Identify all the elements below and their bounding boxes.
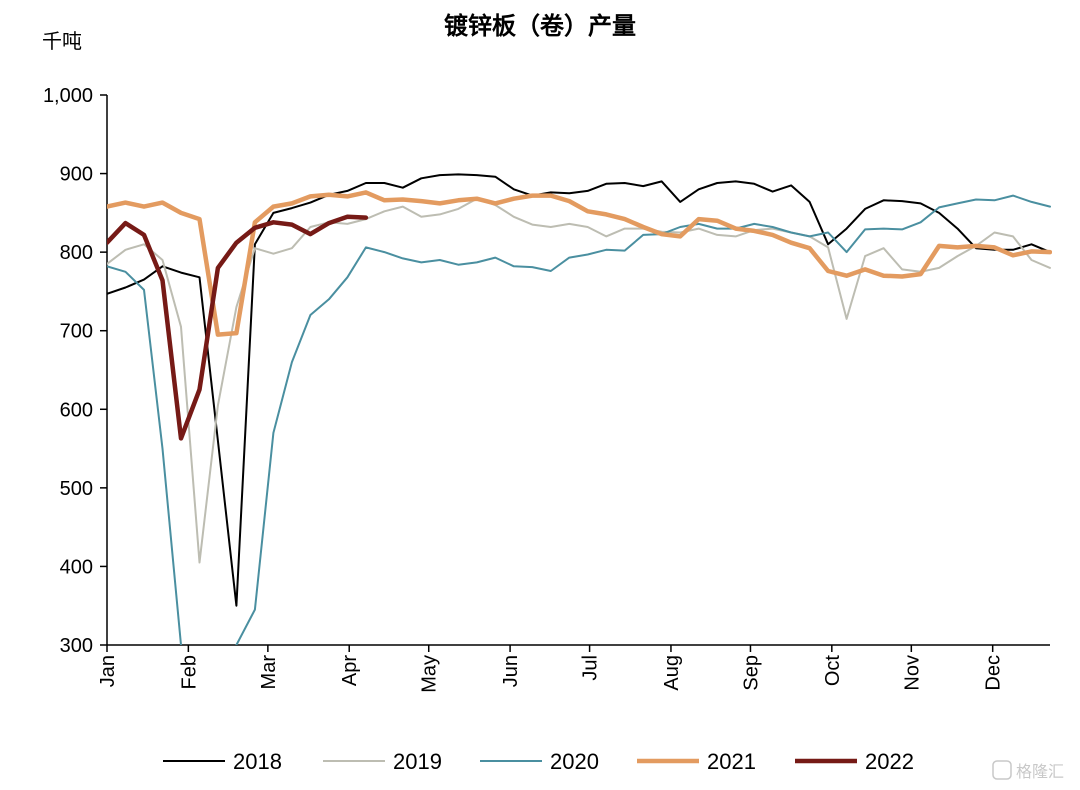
x-tick-label: Nov <box>901 655 923 691</box>
y-tick-label: 300 <box>60 635 93 657</box>
series-line-2018 <box>107 173 1051 607</box>
y-tick-label: 700 <box>60 321 93 343</box>
legend-label-2019: 2019 <box>393 749 442 774</box>
x-tick-label: Jan <box>97 655 119 687</box>
x-tick-label: Aug <box>661 655 683 691</box>
legend-label-2018: 2018 <box>233 749 282 774</box>
x-tick-label: Mar <box>258 655 280 690</box>
x-tick-label: Oct <box>822 655 844 687</box>
y-tick-label: 400 <box>60 556 93 578</box>
series-line-2019 <box>107 197 1051 564</box>
y-tick-label: 500 <box>60 478 93 500</box>
y-tick-label: 1,000 <box>43 85 93 107</box>
legend-label-2021: 2021 <box>707 749 756 774</box>
y-tick-label: 600 <box>60 399 93 421</box>
x-axis: Jan Feb Mar Apr May Jun Jul Aug Sep Oct Nov Dec <box>97 644 1050 693</box>
y-axis-unit: 千吨 <box>42 29 82 53</box>
series-line-2020 <box>107 194 1051 645</box>
y-tick-label: 900 <box>60 164 93 186</box>
y-axis: 300 400 500 600 700 800 900 1,000 <box>43 85 108 657</box>
legend-label-2022: 2022 <box>865 749 914 774</box>
chart-title: 镀锌板（卷）产量 <box>444 12 636 40</box>
series-line-2021 <box>107 190 1052 337</box>
x-tick-label: Jul <box>580 655 602 681</box>
x-tick-label: Dec <box>983 655 1005 691</box>
watermark-text: 格隆汇 <box>1016 762 1064 781</box>
series-line-2022 <box>107 214 369 441</box>
y-tick-label: 800 <box>60 242 93 264</box>
x-tick-label: May <box>419 655 441 693</box>
watermark-logo-icon <box>992 760 1012 780</box>
x-tick-label: Sep <box>740 655 762 691</box>
legend: 2018 2019 2020 2021 2022 <box>163 749 914 774</box>
watermark: 格隆汇 <box>992 760 1064 781</box>
x-tick-label: Apr <box>339 655 361 686</box>
x-tick-label: Jun <box>500 655 522 687</box>
legend-label-2020: 2020 <box>550 749 599 774</box>
x-tick-label: Feb <box>178 655 200 689</box>
plot-area <box>107 173 1052 645</box>
